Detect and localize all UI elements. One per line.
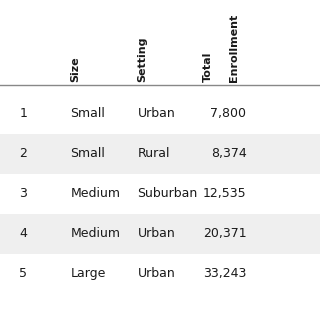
Text: Large: Large — [70, 267, 106, 280]
Text: 3: 3 — [19, 187, 27, 200]
Text: 4: 4 — [19, 227, 27, 240]
Text: Urban: Urban — [138, 267, 175, 280]
Text: Suburban: Suburban — [138, 187, 198, 200]
Text: Setting: Setting — [138, 36, 148, 82]
Text: 33,243: 33,243 — [203, 267, 246, 280]
Text: Medium: Medium — [70, 227, 120, 240]
Bar — [0, 173, 320, 214]
Text: Size: Size — [70, 56, 80, 82]
Text: Small: Small — [70, 147, 105, 160]
Text: Small: Small — [70, 107, 105, 120]
Text: 5: 5 — [19, 267, 27, 280]
Text: 12,535: 12,535 — [203, 187, 246, 200]
Text: 20,371: 20,371 — [203, 227, 246, 240]
Text: Rural: Rural — [138, 147, 170, 160]
Text: Urban: Urban — [138, 107, 175, 120]
Bar — [0, 214, 320, 253]
Text: Total: Total — [203, 51, 213, 82]
Text: Urban: Urban — [138, 227, 175, 240]
Text: Medium: Medium — [70, 187, 120, 200]
Bar — [0, 93, 320, 134]
Text: 2: 2 — [19, 147, 27, 160]
Text: 8,374: 8,374 — [211, 147, 246, 160]
Bar — [0, 253, 320, 294]
Text: 1: 1 — [19, 107, 27, 120]
Text: Enrollment: Enrollment — [229, 13, 239, 82]
Text: 7,800: 7,800 — [211, 107, 246, 120]
Bar — [0, 134, 320, 173]
